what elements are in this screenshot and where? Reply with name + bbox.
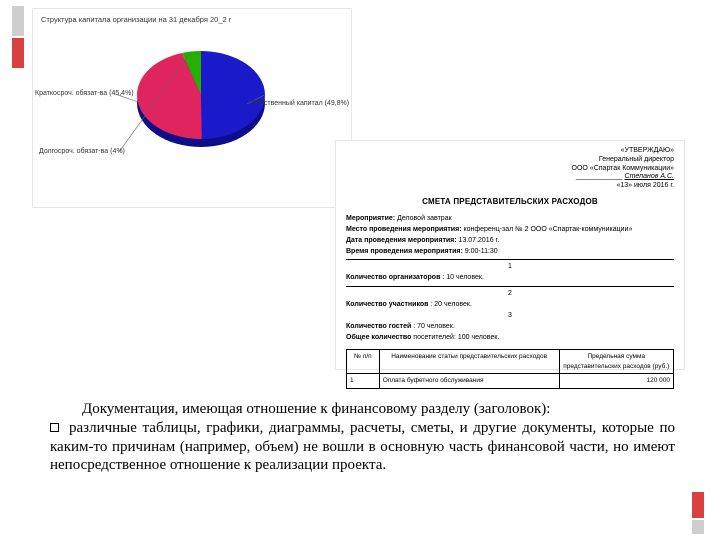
paragraph-1: Документация, имеющая отношение к финанс… <box>82 401 550 417</box>
table-row: № п/п Наименование статьи представительс… <box>347 350 674 374</box>
approve-line: Генеральный директор <box>346 156 674 165</box>
doc-table: № п/п Наименование статьи представительс… <box>346 349 674 388</box>
approve-sign: ____________ Степанов А.С. <box>346 173 674 182</box>
doc-body: Мероприятие: Деловой завтрак Место прове… <box>346 214 674 389</box>
pie-label: Собственный капитал (49,8%) <box>251 100 349 107</box>
pie-label: Краткосроч. обязат-ва (45,4%) <box>35 90 134 97</box>
pie-label: Долгосроч. обязат-ва (4%) <box>39 148 125 155</box>
approve-date: «13» июля 2016 г. <box>346 182 674 191</box>
chart-title: Структура капитала организации на 31 дек… <box>41 15 343 24</box>
table-row: 1 Оплата буфетного обслуживания 120 000 <box>347 374 674 388</box>
chart-panel: Структура капитала организации на 31 дек… <box>32 8 352 208</box>
slide: Структура капитала организации на 31 дек… <box>0 0 720 540</box>
approve-block: «УТВЕРЖДАЮ» Генеральный директор ООО «Сп… <box>346 147 674 191</box>
bullet-box-icon <box>50 423 59 432</box>
doc-title: СМЕТА ПРЕДСТАВИТЕЛЬСКИХ РАСХОДОВ <box>346 197 674 206</box>
document-panel: «УТВЕРЖДАЮ» Генеральный директор ООО «Сп… <box>335 140 685 370</box>
paragraph-2: различные таблицы, графики, диаграммы, р… <box>50 420 675 474</box>
approve-line: «УТВЕРЖДАЮ» <box>346 147 674 156</box>
accent-bot-gray <box>692 520 704 534</box>
accent-top-gray <box>12 6 24 36</box>
pie-chart: Собственный капитал (49,8%)Краткосроч. о… <box>41 30 343 190</box>
accent-top-red <box>12 38 24 68</box>
main-text: Документация, имеющая отношение к финанс… <box>50 400 675 475</box>
accent-bot-red <box>692 492 704 518</box>
approve-line: ООО «Спартак Коммуникации» <box>346 165 674 174</box>
